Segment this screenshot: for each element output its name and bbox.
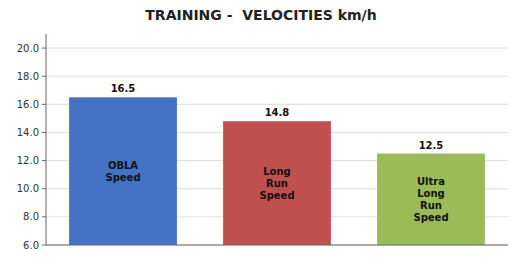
tick-mark [42,160,46,161]
chart: TRAINING - VELOCITIES km/h 6.0 8.0 10.0 12.0… [0,0,522,257]
category-label: OBLASpeed [105,160,140,183]
bar [377,154,485,245]
category-labels: OBLASpeed LongRunSpeed UltraLongRunSpeed [105,160,448,223]
bar [69,97,177,245]
data-labels: 16.5 14.8 12.5 [111,83,444,150]
tick-label: 16.0 [17,99,39,110]
tick-label: 20.0 [17,43,39,54]
grid-line [46,245,508,246]
data-label: 12.5 [419,140,444,151]
data-label: 14.8 [265,107,290,118]
grid-line [46,76,508,77]
y-axis: 6.0 8.0 10.0 12.0 14.0 16.0 18.0 20.0 [17,43,508,251]
tick-mark [42,48,46,49]
tick-mark [42,216,46,217]
tick-mark [42,132,46,133]
category-label: UltraLongRunSpeed [413,176,448,223]
title: TRAINING - VELOCITIES km/h [145,7,376,23]
tick-mark [42,104,46,105]
tick-mark [42,188,46,189]
tick-label: 10.0 [17,183,39,194]
tick-label: 12.0 [17,155,39,166]
tick-label: 6.0 [23,240,39,251]
grid-line [46,48,508,49]
bars [69,97,485,245]
data-label: 16.5 [111,83,136,94]
tick-label: 14.0 [17,127,39,138]
y-axis-line [46,34,47,245]
bar [223,121,331,245]
tick-label: 18.0 [17,71,39,82]
x-axis-line [46,245,508,246]
chart-container: TRAINING - VELOCITIES km/h 6.0 8.0 10.0 12.0… [0,0,522,257]
category-label: LongRunSpeed [259,166,294,201]
tick-label: 8.0 [23,211,39,222]
tick-mark [42,76,46,77]
tick-mark [42,245,46,246]
